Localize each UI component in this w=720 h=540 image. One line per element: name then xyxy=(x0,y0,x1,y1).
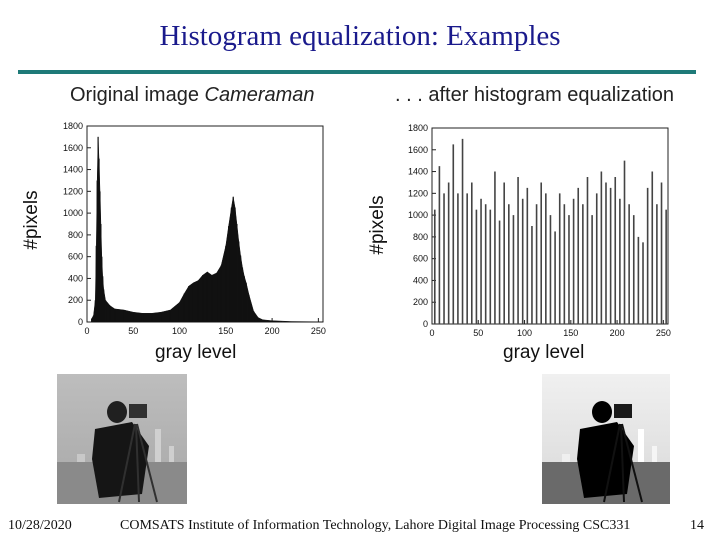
y-tick-label: 1000 xyxy=(63,208,83,218)
y-tick-label: 1400 xyxy=(63,165,83,175)
y-tick-label: 1600 xyxy=(63,143,83,153)
y-tick-label: 1000 xyxy=(408,210,428,220)
x-tick-label: 0 xyxy=(429,328,434,338)
x-tick-label: 50 xyxy=(128,326,138,336)
x-tick-label: 150 xyxy=(563,328,578,338)
footer-page-number: 14 xyxy=(690,518,704,533)
right-histogram-chart: 0 200 400 600 800 1000 1200 1400 1600 1800 0 50 100 1… xyxy=(408,123,671,338)
x-tick-label: 250 xyxy=(656,328,671,338)
title-divider xyxy=(18,70,696,74)
x-tick-label: 200 xyxy=(265,326,280,336)
x-tick-label: 250 xyxy=(311,326,326,336)
y-tick-label: 400 xyxy=(68,273,83,283)
left-x-axis-label: gray level xyxy=(155,342,237,363)
y-tick-label: 1400 xyxy=(408,167,428,177)
slide-title: Histogram equalization: Examples xyxy=(159,20,561,52)
left-chart-heading: Original image Cameraman xyxy=(70,84,315,107)
y-tick-label: 600 xyxy=(68,252,83,262)
y-tick-label: 600 xyxy=(413,254,428,264)
right-x-axis-label: gray level xyxy=(503,342,585,363)
left-y-axis-label: #pixels xyxy=(21,190,42,250)
y-tick-label: 0 xyxy=(78,317,83,327)
cameraman-original-image xyxy=(57,374,187,504)
footer-date: 10/28/2020 xyxy=(8,518,72,533)
y-tick-label: 400 xyxy=(413,275,428,285)
y-tick-label: 0 xyxy=(423,319,428,329)
x-tick-label: 50 xyxy=(473,328,483,338)
x-tick-label: 100 xyxy=(172,326,187,336)
x-tick-label: 200 xyxy=(610,328,625,338)
y-tick-label: 200 xyxy=(413,297,428,307)
left-histogram-chart: 0 200 400 600 800 1000 1200 1400 1600 1800 0 50 100 1… xyxy=(63,121,326,336)
left-heading-italic: Cameraman xyxy=(204,84,315,106)
footer-institution: COMSATS Institute of Information Technol… xyxy=(120,518,631,533)
y-tick-label: 200 xyxy=(68,295,83,305)
y-tick-label: 800 xyxy=(68,230,83,240)
cameraman-equalized-image xyxy=(542,374,670,504)
y-tick-label: 800 xyxy=(413,232,428,242)
x-tick-label: 0 xyxy=(84,326,89,336)
y-tick-label: 1200 xyxy=(63,186,83,196)
x-tick-label: 150 xyxy=(218,326,233,336)
x-tick-label: 100 xyxy=(517,328,532,338)
left-heading-prefix: Original image xyxy=(70,84,205,106)
y-tick-label: 1200 xyxy=(408,188,428,198)
y-tick-label: 1600 xyxy=(408,145,428,155)
right-chart-heading: . . . after histogram equalization xyxy=(395,84,675,106)
y-tick-label: 1800 xyxy=(63,121,83,131)
right-y-axis-label: #pixels xyxy=(367,195,388,255)
y-tick-label: 1800 xyxy=(408,123,428,133)
